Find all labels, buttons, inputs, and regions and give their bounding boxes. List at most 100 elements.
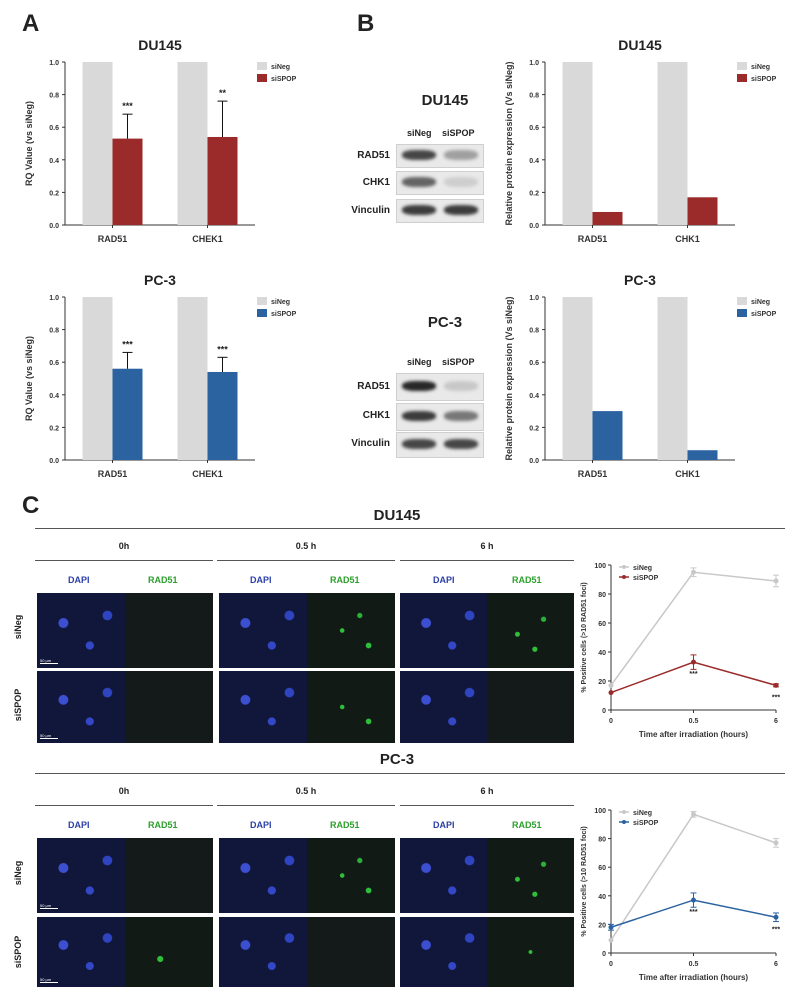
bar-sispop xyxy=(687,450,718,460)
point-sispop xyxy=(773,682,779,688)
x-tick-label: 0 xyxy=(609,718,613,725)
legend-swatch-sispop xyxy=(737,74,747,82)
blot-band xyxy=(444,150,478,160)
rad51-label: RAD51 xyxy=(148,575,178,585)
bar-sineg xyxy=(177,62,208,225)
bar-sineg xyxy=(657,297,688,460)
y-tick-label: 0.4 xyxy=(529,393,539,400)
y-tick-label: 1.0 xyxy=(529,295,539,302)
protein-pc3-bar-chart: PC-3 Relative protein expression (Vs siNe… xyxy=(504,272,777,479)
significance-marker: *** xyxy=(122,339,133,349)
bar-sispop xyxy=(592,211,623,225)
micrograph xyxy=(219,917,395,987)
y-tick-label: 0.0 xyxy=(49,223,59,230)
x-tick-label: CHEK1 xyxy=(192,234,223,244)
significance-marker: *** xyxy=(217,344,228,354)
y-tick-label: 20 xyxy=(598,922,606,929)
blot-band xyxy=(444,381,478,391)
rad51-label: RAD51 xyxy=(330,820,360,830)
dapi-label: DAPI xyxy=(68,820,90,830)
blot-row-label: RAD51 xyxy=(357,150,390,161)
y-axis-label: Relative protein expression (Vs siNeg) xyxy=(504,61,514,225)
y-tick-label: 80 xyxy=(598,592,606,599)
y-tick-label: 0.4 xyxy=(49,393,59,400)
point-sineg xyxy=(773,840,779,846)
chart-title: PC-3 xyxy=(144,272,176,288)
x-tick-label: RAD51 xyxy=(578,234,608,244)
legend-swatch-sineg xyxy=(737,62,747,70)
row-label-sineg: siNeg xyxy=(13,614,23,640)
y-tick-label: 0.0 xyxy=(49,458,59,465)
legend-label-sineg: siNeg xyxy=(633,565,652,572)
dapi-label: DAPI xyxy=(433,575,455,585)
point-sispop xyxy=(608,924,614,930)
panel-letter-b: B xyxy=(357,10,375,37)
y-tick-label: 0.0 xyxy=(529,223,539,230)
bar-sineg xyxy=(177,297,208,460)
blot-band xyxy=(402,177,436,187)
panel-letter-c: C xyxy=(22,492,40,519)
foci-pc3-line-chart: % Positive cells (>10 RAD51 foci) Time af… xyxy=(581,808,780,982)
timepoint-label: 6 h xyxy=(480,786,494,796)
x-axis-label: Time after irradiation (hours) xyxy=(639,730,749,739)
micrograph: 50 µm xyxy=(37,838,213,913)
lane-label: siNeg xyxy=(407,128,432,138)
significance-marker: *** xyxy=(689,909,697,916)
bar-sineg xyxy=(562,297,593,460)
point-sineg xyxy=(608,937,614,943)
divider xyxy=(400,560,574,561)
x-tick-label: RAD51 xyxy=(578,469,608,479)
blot-band xyxy=(402,381,436,391)
point-sineg xyxy=(773,578,779,584)
bar-sineg xyxy=(657,62,688,225)
micrograph: 50 µm xyxy=(37,593,213,668)
bar-sineg xyxy=(82,297,113,460)
y-tick-label: 1.0 xyxy=(49,295,59,302)
lane-label: siNeg xyxy=(407,357,432,367)
scale-bar: 50 µm xyxy=(40,658,58,664)
divider xyxy=(35,773,785,774)
y-tick-label: 0.8 xyxy=(529,93,539,100)
divider xyxy=(217,560,395,561)
blot-title: DU145 xyxy=(421,92,469,109)
y-tick-label: 0.2 xyxy=(49,425,59,432)
x-tick-label: RAD51 xyxy=(98,469,128,479)
point-sineg xyxy=(691,569,696,575)
protein-du145-bar-chart: DU145 Relative protein expression (Vs siN… xyxy=(504,37,777,244)
row-label-sispop: siSPOP xyxy=(13,935,23,969)
rad51-label: RAD51 xyxy=(330,575,360,585)
y-tick-label: 0.6 xyxy=(49,360,59,367)
scale-bar: 50 µm xyxy=(40,977,58,983)
scale-bar: 50 µm xyxy=(40,733,58,739)
c-du145-title: DU145 xyxy=(373,507,421,524)
legend-label-sineg: siNeg xyxy=(271,64,290,71)
significance-marker: *** xyxy=(772,926,780,933)
micrograph: 50 µm xyxy=(37,671,213,743)
legend-marker-sineg xyxy=(622,565,626,569)
legend-swatch-sispop xyxy=(737,309,747,317)
micrograph xyxy=(219,671,395,743)
bar-sispop xyxy=(207,371,238,460)
significance-marker: *** xyxy=(772,694,780,701)
x-tick-label: CHK1 xyxy=(675,234,700,244)
blot-band xyxy=(402,205,436,215)
y-axis-label: RQ Value (vs siNeg) xyxy=(24,101,34,186)
y-tick-label: 0.8 xyxy=(49,328,59,335)
dapi-label: DAPI xyxy=(250,820,272,830)
blot-row-label: CHK1 xyxy=(362,410,390,421)
significance-marker: *** xyxy=(122,101,133,111)
y-tick-label: 0 xyxy=(602,951,606,958)
y-tick-label: 0 xyxy=(602,708,606,715)
panel-letter-a: A xyxy=(22,10,40,37)
micrograph: 50 µm xyxy=(37,917,213,987)
blot-row-label: Vinculin xyxy=(351,205,390,216)
blot-row-label: CHK1 xyxy=(362,177,390,188)
y-axis-label: Relative protein expression (Vs siNeg) xyxy=(504,296,514,460)
timepoint-label: 0.5 h xyxy=(295,786,317,796)
c-pc3-title: PC-3 xyxy=(379,751,415,768)
bar-sispop xyxy=(687,197,718,225)
legend-marker-sispop xyxy=(622,820,626,824)
y-tick-label: 100 xyxy=(594,563,606,570)
blot-band xyxy=(444,205,478,215)
point-sispop xyxy=(608,690,614,696)
